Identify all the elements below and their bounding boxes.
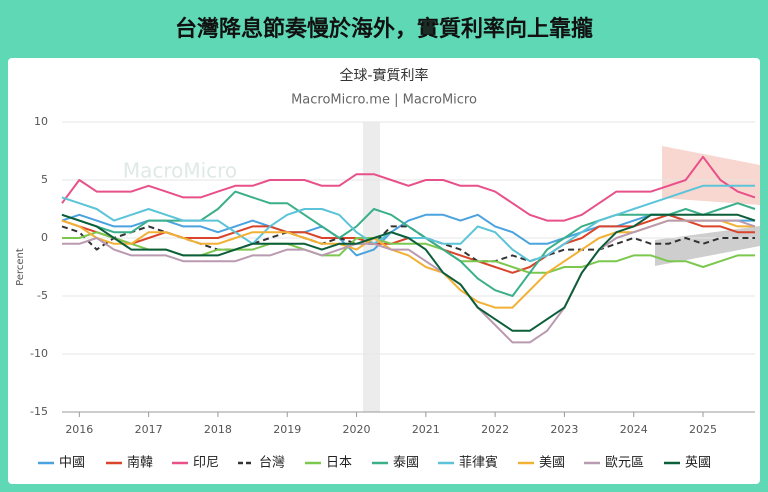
x-tick-label: 2020 [343, 423, 371, 436]
legend-label: 日本 [326, 456, 352, 471]
y-tick-label: 5 [41, 173, 48, 186]
y-tick-label: -5 [37, 289, 48, 302]
series-line [62, 219, 756, 344]
x-tick-label: 2021 [412, 423, 440, 436]
legend-label: 美國 [539, 456, 565, 471]
recession-band [363, 122, 380, 412]
panel [8, 58, 760, 484]
legend-label: 台灣 [259, 456, 285, 471]
page-title: 台灣降息節奏慢於海外，實質利率向上靠攏 [175, 16, 593, 42]
legend-label: 印尼 [193, 456, 219, 471]
x-tick-label: 2016 [65, 423, 93, 436]
legend-label: 歐元區 [605, 456, 644, 471]
x-tick-label: 2024 [620, 423, 648, 436]
trend-area-low [655, 226, 760, 266]
chart-subtitle: MacroMicro.me | MacroMicro [291, 93, 477, 108]
legend-label: 中國 [59, 456, 85, 471]
x-tick-label: 2022 [481, 423, 509, 436]
y-tick-label: 10 [34, 115, 48, 128]
x-tick-label: 2017 [135, 423, 163, 436]
chart-title: 全球-實質利率 [339, 67, 428, 84]
watermark: MacroMicro [123, 159, 237, 183]
y-axis-label: Percent [15, 248, 26, 286]
y-tick-label: 0 [41, 231, 48, 244]
x-tick-label: 2018 [204, 423, 232, 436]
y-tick-label: -10 [30, 347, 48, 360]
x-tick-label: 2019 [273, 423, 301, 436]
x-tick-label: 2023 [550, 423, 578, 436]
legend-label: 英國 [685, 456, 711, 471]
series-line [61, 213, 755, 257]
series-line [61, 213, 756, 332]
series-line [61, 190, 756, 297]
legend-label: 菲律賓 [459, 455, 498, 471]
legend-label: 泰國 [393, 456, 419, 471]
plot: 10 5 0 -5 -10 -15 2016 2017 2018 2019 2020 2021 2022… [30, 115, 756, 436]
legend-label: 南韓 [127, 455, 153, 471]
x-tick-label: 2025 [689, 423, 717, 436]
y-tick-label: -15 [30, 405, 48, 418]
series-line [61, 155, 756, 222]
